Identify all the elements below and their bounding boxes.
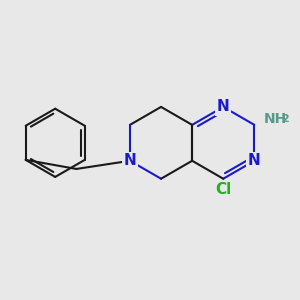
Text: Cl: Cl [215, 182, 231, 197]
Text: N: N [124, 153, 136, 168]
Text: N: N [217, 99, 230, 114]
Text: N: N [248, 153, 261, 168]
Text: NH: NH [264, 112, 287, 126]
Text: 2: 2 [281, 114, 289, 124]
